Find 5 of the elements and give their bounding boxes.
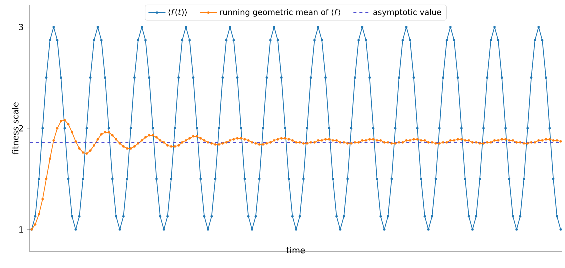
- y-tick-label: 2: [19, 125, 24, 132]
- y-axis-title: fitness scale: [12, 102, 19, 155]
- x-axis-title: time: [286, 247, 306, 254]
- y-tick-label: 1: [20, 226, 24, 233]
- y-tick-label: 3: [19, 24, 24, 30]
